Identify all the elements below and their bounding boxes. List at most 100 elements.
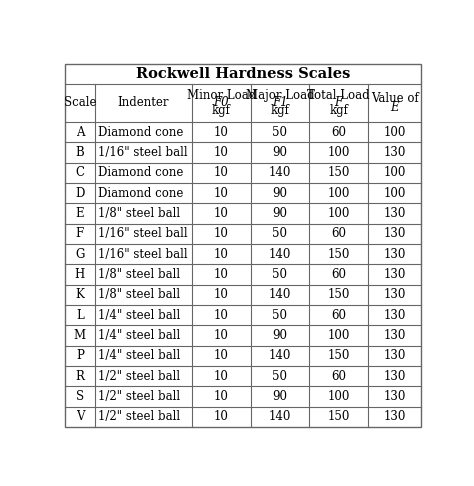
Text: 90: 90: [273, 146, 287, 159]
Text: 90: 90: [273, 329, 287, 342]
Text: kgf: kgf: [212, 104, 230, 117]
Text: Diamond cone: Diamond cone: [98, 166, 183, 179]
Text: 150: 150: [328, 248, 350, 260]
Text: F: F: [335, 96, 343, 109]
Text: Diamond cone: Diamond cone: [98, 187, 183, 200]
Text: K: K: [75, 288, 84, 301]
Text: 140: 140: [269, 248, 291, 260]
Text: 130: 130: [383, 349, 406, 362]
Text: 60: 60: [331, 268, 346, 281]
Text: 150: 150: [328, 410, 350, 423]
Text: 100: 100: [383, 187, 406, 200]
Text: 50: 50: [273, 227, 287, 240]
Text: 130: 130: [383, 288, 406, 301]
Text: 1/8" steel ball: 1/8" steel ball: [98, 268, 180, 281]
Text: 60: 60: [331, 370, 346, 382]
Text: 100: 100: [328, 390, 350, 403]
Text: Diamond cone: Diamond cone: [98, 126, 183, 139]
Text: V: V: [76, 410, 84, 423]
Text: 90: 90: [273, 390, 287, 403]
Text: 10: 10: [214, 390, 228, 403]
Text: 10: 10: [214, 329, 228, 342]
Text: F0: F0: [213, 96, 229, 109]
Text: 1/16" steel ball: 1/16" steel ball: [98, 227, 188, 240]
Text: 140: 140: [269, 288, 291, 301]
Text: 1/2" steel ball: 1/2" steel ball: [98, 390, 180, 403]
Text: C: C: [75, 166, 84, 179]
Text: 1/8" steel ball: 1/8" steel ball: [98, 288, 180, 301]
Text: E: E: [390, 101, 399, 114]
Text: 10: 10: [214, 187, 228, 200]
Text: 1/2" steel ball: 1/2" steel ball: [98, 370, 180, 382]
Text: 130: 130: [383, 248, 406, 260]
Text: 150: 150: [328, 166, 350, 179]
Text: 10: 10: [214, 349, 228, 362]
Text: 10: 10: [214, 126, 228, 139]
Text: 60: 60: [331, 126, 346, 139]
Text: F1: F1: [272, 96, 288, 109]
Text: 10: 10: [214, 268, 228, 281]
Text: 1/16" steel ball: 1/16" steel ball: [98, 248, 188, 260]
Text: 130: 130: [383, 207, 406, 220]
Text: G: G: [75, 248, 85, 260]
Text: 10: 10: [214, 410, 228, 423]
Text: 100: 100: [328, 207, 350, 220]
Text: 10: 10: [214, 146, 228, 159]
Text: H: H: [75, 268, 85, 281]
Text: P: P: [76, 349, 84, 362]
Text: B: B: [75, 146, 84, 159]
Text: Total Load: Total Load: [307, 89, 370, 102]
Text: Minor Load: Minor Load: [186, 89, 256, 102]
Text: 130: 130: [383, 370, 406, 382]
Text: Rockwell Hardness Scales: Rockwell Hardness Scales: [136, 67, 350, 81]
Text: 140: 140: [269, 349, 291, 362]
Text: kgf: kgf: [271, 104, 289, 117]
Text: S: S: [76, 390, 84, 403]
Text: D: D: [75, 187, 85, 200]
Text: 10: 10: [214, 248, 228, 260]
Text: 130: 130: [383, 227, 406, 240]
Text: 1/8" steel ball: 1/8" steel ball: [98, 207, 180, 220]
Text: 10: 10: [214, 370, 228, 382]
Text: F: F: [76, 227, 84, 240]
Text: Scale: Scale: [64, 96, 96, 109]
Text: L: L: [76, 309, 84, 322]
Text: 100: 100: [328, 146, 350, 159]
Text: 1/4" steel ball: 1/4" steel ball: [98, 349, 180, 362]
Text: 150: 150: [328, 349, 350, 362]
Text: 130: 130: [383, 309, 406, 322]
Text: 140: 140: [269, 410, 291, 423]
Text: 150: 150: [328, 288, 350, 301]
Text: 130: 130: [383, 410, 406, 423]
Text: A: A: [76, 126, 84, 139]
Text: 100: 100: [328, 329, 350, 342]
Text: 100: 100: [383, 166, 406, 179]
Text: 10: 10: [214, 166, 228, 179]
Text: 100: 100: [383, 126, 406, 139]
Text: 130: 130: [383, 390, 406, 403]
Text: 10: 10: [214, 288, 228, 301]
Text: 130: 130: [383, 146, 406, 159]
Text: 140: 140: [269, 166, 291, 179]
Text: 1/16" steel ball: 1/16" steel ball: [98, 146, 188, 159]
Text: 100: 100: [328, 187, 350, 200]
Text: Indenter: Indenter: [118, 96, 169, 109]
Text: Value of: Value of: [371, 92, 419, 105]
Text: kgf: kgf: [329, 104, 348, 117]
Text: 50: 50: [273, 126, 287, 139]
Text: R: R: [75, 370, 84, 382]
Text: 90: 90: [273, 207, 287, 220]
Text: 60: 60: [331, 227, 346, 240]
Text: 10: 10: [214, 207, 228, 220]
Text: Major Load: Major Load: [246, 89, 314, 102]
Text: E: E: [76, 207, 84, 220]
Text: 50: 50: [273, 268, 287, 281]
Text: 1/2" steel ball: 1/2" steel ball: [98, 410, 180, 423]
Text: 50: 50: [273, 370, 287, 382]
Text: 1/4" steel ball: 1/4" steel ball: [98, 309, 180, 322]
Text: 130: 130: [383, 268, 406, 281]
Text: 10: 10: [214, 227, 228, 240]
Text: 1/4" steel ball: 1/4" steel ball: [98, 329, 180, 342]
Text: 10: 10: [214, 309, 228, 322]
Text: 50: 50: [273, 309, 287, 322]
